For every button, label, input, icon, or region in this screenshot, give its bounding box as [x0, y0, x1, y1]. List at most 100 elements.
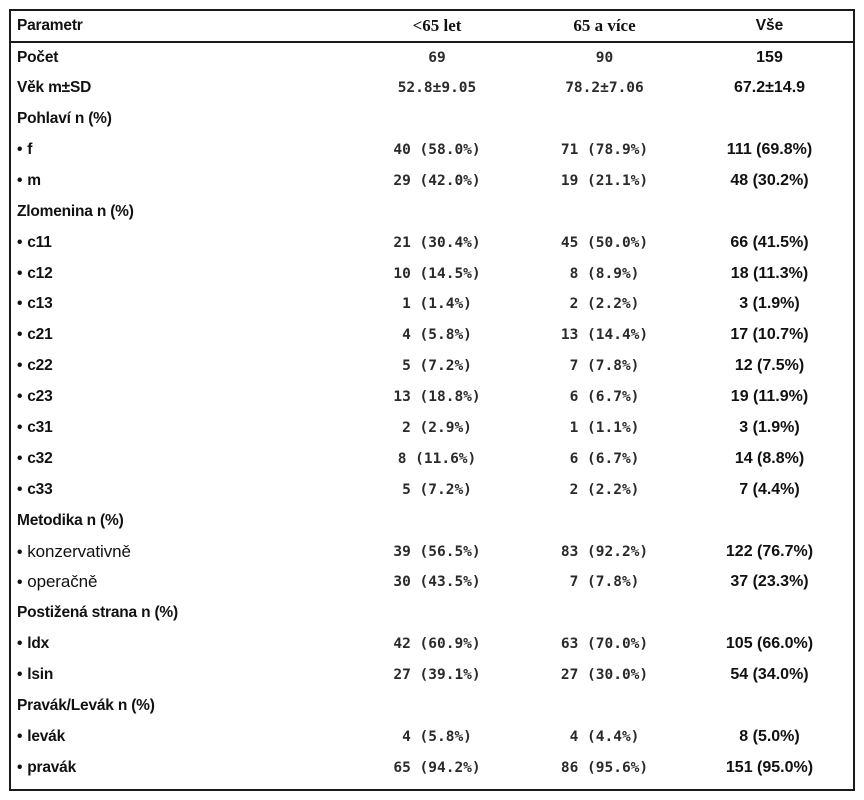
cell-65-and-over: 45 (50.0%) — [560, 234, 649, 251]
cell-under-65 — [351, 104, 523, 135]
row-label-text: c33 — [27, 480, 53, 498]
bullet-icon: • — [17, 141, 23, 158]
bullet-icon: • — [17, 574, 23, 592]
cell-under-65: 69 — [428, 49, 446, 66]
cell-65-and-over — [523, 104, 686, 135]
table-row: • c31 2 (2.9%) 1 (1.1%) 3 (1.9%) — [11, 413, 853, 444]
table-row: • m 29 (42.0%) 19 (21.1%) 48 (30.2%) — [11, 165, 853, 196]
cell-under-65 — [351, 505, 523, 536]
cell-under-65: 30 (43.5%) — [393, 574, 481, 591]
row-label: • c23 — [11, 382, 351, 413]
table-row: Počet 69 90 159 — [11, 42, 853, 73]
bullet-icon: • — [17, 171, 23, 189]
section-row: Postižená strana n (%) — [11, 598, 853, 629]
cell-all: 7 (4.4%) — [739, 480, 800, 498]
row-label: Počet — [17, 48, 59, 66]
bullet-icon: • — [17, 295, 23, 313]
bullet-icon: • — [17, 543, 23, 561]
cell-65-and-over: 13 (14.4%) — [560, 327, 649, 344]
table-row: • c13 1 (1.4%) 2 (2.2%) 3 (1.9%) — [11, 289, 853, 320]
section-label: Pohlaví n (%) — [17, 110, 112, 128]
cell-all: 19 (11.9%) — [730, 388, 809, 406]
cell-all: 14 (8.8%) — [734, 449, 805, 467]
row-label: • c11 — [11, 227, 351, 258]
row-label-text: c32 — [27, 449, 53, 467]
header-parametr: Parametr — [17, 16, 83, 34]
cell-all: 8 (5.0%) — [739, 727, 800, 745]
cell-under-65: 2 (2.9%) — [402, 420, 472, 437]
row-label: • c12 — [11, 258, 351, 289]
row-label-text: c21 — [27, 326, 53, 344]
table-row: • ldx 42 (60.9%) 63 (70.0%) 105 (66.0%) — [11, 629, 853, 660]
row-label-text: ldx — [27, 635, 50, 653]
row-label-text: c12 — [27, 264, 53, 282]
cell-all: 122 (76.7%) — [725, 542, 814, 560]
row-label: • lsin — [11, 660, 351, 691]
cell-65-and-over: 6 (6.7%) — [569, 450, 640, 467]
table-row: • c21 4 (5.8%) 13 (14.4%) 17 (10.7%) — [11, 320, 853, 351]
bullet-icon: • — [17, 727, 23, 745]
table-row: • operačně 30 (43.5%) 7 (7.8%) 37 (23.3%) — [11, 567, 853, 598]
row-label-text: operačně — [27, 572, 98, 592]
table-row: • c23 13 (18.8%) 6 (6.7%) 19 (11.9%) — [11, 382, 853, 413]
bullet-icon: • — [17, 666, 23, 684]
table-row: • konzervativně 39 (56.5%) 83 (92.2%) 122… — [11, 536, 853, 567]
cell-65-and-over — [523, 691, 686, 722]
data-table: Parametr <65 let 65 a více Vše Počet 69 … — [11, 11, 853, 783]
cell-all: 17 (10.7%) — [730, 326, 809, 344]
cell-all: 67.2±14.9 — [733, 79, 806, 97]
table-row: • f 40 (58.0%) 71 (78.9%) 111 (69.8%) — [11, 135, 853, 166]
row-label-text: konzervativně — [27, 541, 131, 561]
cell-all: 111 (69.8%) — [726, 141, 813, 158]
cell-65-and-over: 7 (7.8%) — [569, 574, 640, 591]
bullet-icon: • — [17, 419, 23, 437]
cell-65-and-over — [523, 505, 686, 536]
cell-under-65 — [351, 196, 523, 227]
bullet-icon: • — [17, 758, 23, 776]
section-label: Zlomenina n (%) — [17, 202, 134, 220]
row-label-text: c13 — [27, 295, 53, 313]
bullet-icon: • — [17, 233, 23, 251]
section-row: Metodika n (%) — [11, 505, 853, 536]
row-label: • konzervativně — [11, 536, 351, 567]
table-row: • levák 4 (5.8%) 4 (4.4%) 8 (5.0%) — [11, 721, 853, 752]
cell-under-65: 40 (58.0%) — [393, 142, 481, 158]
cell-65-and-over: 90 — [595, 49, 614, 66]
table-row: • c22 5 (7.2%) 7 (7.8%) 12 (7.5%) — [11, 351, 853, 382]
cell-all: 151 (95.0%) — [725, 758, 814, 776]
cell-65-and-over: 2 (2.2%) — [569, 296, 640, 313]
bullet-icon: • — [17, 388, 23, 406]
table-row: • c12 10 (14.5%) 8 (8.9%) 18 (11.3%) — [11, 258, 853, 289]
cell-under-65: 39 (56.5%) — [393, 543, 481, 560]
row-label: • c13 — [11, 289, 351, 320]
cell-65-and-over: 1 (1.1%) — [569, 420, 640, 437]
bullet-icon: • — [17, 264, 23, 282]
cell-65-and-over — [523, 598, 686, 629]
header-65-and-over: 65 a více — [573, 15, 636, 35]
bullet-icon: • — [17, 635, 23, 653]
row-label: • f — [11, 135, 351, 166]
row-label: • c21 — [11, 320, 351, 351]
table-row: • c11 21 (30.4%) 45 (50.0%) 66 (41.5%) — [11, 227, 853, 258]
table-row: • c33 5 (7.2%) 2 (2.2%) 7 (4.4%) — [11, 474, 853, 505]
table-row: Věk m±SD 52.8±9.05 78.2±7.06 67.2±14.9 — [11, 73, 853, 104]
cell-65-and-over: 71 (78.9%) — [560, 142, 649, 158]
cell-all — [686, 505, 853, 536]
cell-all — [686, 196, 853, 227]
cell-under-65 — [351, 691, 523, 722]
section-label: Metodika n (%) — [17, 511, 124, 529]
row-label: Věk m±SD — [17, 79, 92, 97]
cell-under-65: 65 (94.2%) — [393, 759, 481, 776]
cell-65-and-over: 86 (95.6%) — [560, 759, 649, 776]
cell-under-65: 1 (1.4%) — [402, 296, 472, 313]
cell-all — [686, 598, 853, 629]
table-row: • lsin 27 (39.1%) 27 (30.0%) 54 (34.0%) — [11, 660, 853, 691]
row-label: • operačně — [11, 567, 351, 598]
row-label: • c33 — [11, 474, 351, 505]
row-label: • m — [11, 165, 351, 196]
section-row: Pohlaví n (%) — [11, 104, 853, 135]
header-under-65: <65 let — [412, 15, 462, 35]
row-label-text: c31 — [27, 419, 53, 437]
row-label-text: c11 — [27, 233, 52, 251]
cell-all: 37 (23.3%) — [730, 573, 809, 591]
